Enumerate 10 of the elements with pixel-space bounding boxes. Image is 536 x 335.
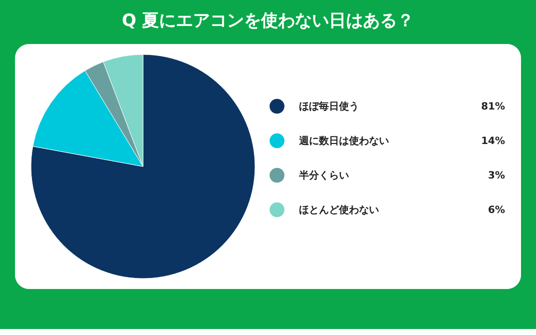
pie-slice	[30, 54, 256, 279]
chart-title: Q 夏にエアコンを使わない日はある？	[122, 11, 414, 31]
data-label: 3%	[488, 170, 505, 182]
legend-label: ほとんど使わない	[299, 204, 379, 216]
data-label: 81%	[481, 101, 505, 112]
data-label: 14%	[481, 136, 505, 147]
legend-label: 半分くらい	[298, 169, 349, 182]
data-label: 6%	[488, 204, 505, 216]
legend-label: 週に数日は使わない	[298, 134, 389, 147]
legend-label: ほぼ毎日使う	[299, 100, 359, 112]
